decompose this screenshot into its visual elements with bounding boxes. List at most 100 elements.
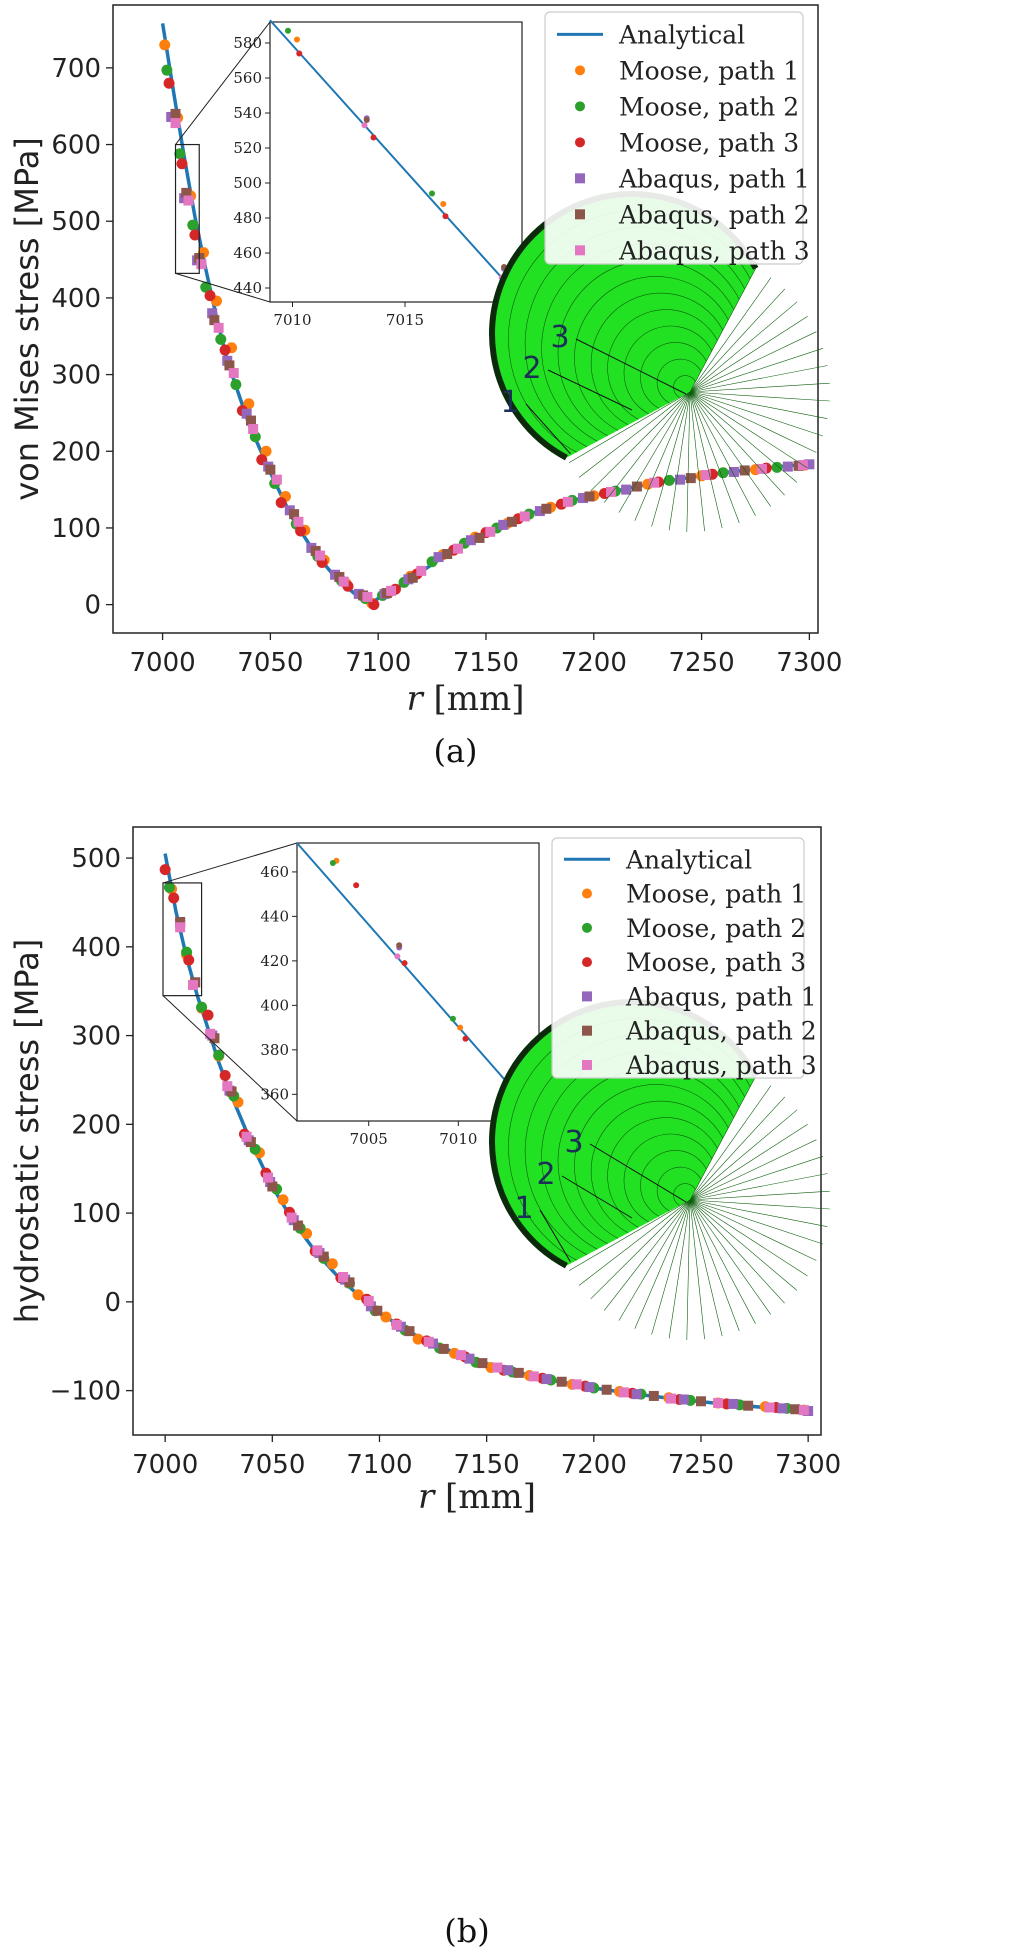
data-point-circle [159, 864, 171, 876]
mesh-grid-radial [689, 1190, 830, 1201]
legend-swatch-square [575, 209, 585, 220]
mesh-grid-radial [689, 391, 823, 437]
data-point-circle [204, 290, 216, 302]
y-tick-label: 600 [51, 131, 101, 161]
data-point-circle [176, 158, 188, 170]
data-point-square [648, 1390, 659, 1401]
x-tick-label: 7250 [668, 1450, 734, 1480]
data-point-square [181, 187, 192, 198]
mesh-grid-radial [689, 391, 740, 524]
data-point-square [578, 493, 588, 504]
zoom-connector-line [175, 21, 271, 145]
data-point-square [739, 465, 750, 476]
mesh-path-pointer [547, 369, 633, 411]
inset-data-point [440, 201, 447, 207]
mesh-grid-radial [689, 1109, 798, 1201]
inset-y-tick-label: 560 [233, 69, 262, 87]
legend-label: Abaqus, path 3 [625, 1051, 817, 1080]
x-tick-label: 7200 [561, 648, 627, 678]
x-tick-label: 7100 [346, 1450, 412, 1480]
zoom-region-box [174, 143, 200, 274]
data-point-square [571, 1379, 582, 1390]
legend-label: Abaqus, path 1 [625, 982, 817, 1011]
mesh-grid-radial [689, 391, 817, 453]
data-point-square [782, 461, 793, 472]
data-point-circle [213, 1049, 225, 1061]
legend-swatch-circle [575, 137, 585, 148]
data-point-square [391, 1319, 402, 1330]
data-point-circle [183, 954, 195, 966]
data-point-square [265, 464, 276, 475]
inset-y-tick-label: 420 [260, 952, 289, 970]
y-tick-label: 700 [51, 54, 101, 84]
legend-swatch-square [575, 245, 585, 256]
inset-y-tick-label: 520 [233, 139, 262, 157]
data-point-square [464, 1353, 475, 1364]
mesh-grid-radial [689, 1139, 817, 1201]
mesh-grid-arc [590, 292, 724, 426]
data-point-square [241, 1131, 252, 1142]
data-point-circle [196, 1001, 208, 1013]
mesh-path-pointer [575, 338, 687, 395]
data-point-circle [219, 344, 231, 356]
data-point-circle [163, 881, 175, 893]
inset-data-point [442, 213, 449, 220]
x-tick-label: 7300 [775, 1450, 841, 1480]
inset-y-tick-label: 380 [260, 1041, 289, 1059]
legend-label: Moose, path 3 [619, 128, 799, 157]
legend-label: Abaqus, path 2 [618, 200, 810, 229]
legend-swatch-circle [582, 922, 592, 933]
mesh-grid-radial [634, 1199, 691, 1329]
data-point-square [286, 1212, 297, 1223]
mesh-grid-radial [590, 1199, 691, 1300]
data-point-square [416, 565, 427, 576]
data-point-square [293, 1220, 304, 1231]
inset-data-point [449, 1015, 456, 1022]
panel-caption: (b) [444, 1912, 489, 1950]
data-point-circle [771, 461, 783, 473]
mesh-grid-radial [689, 1199, 808, 1277]
mesh-grid-radial [689, 1199, 823, 1245]
legend-label: Abaqus, path 1 [618, 164, 810, 193]
inset-y-tick-label: 440 [233, 279, 262, 297]
mesh-grid-radial [689, 1199, 785, 1304]
y-tick-label: 400 [71, 933, 121, 963]
mesh-grid-arc [607, 1117, 718, 1228]
mesh-grid-radial [689, 1199, 723, 1337]
inset-y-tick-label: 540 [233, 104, 262, 122]
inset-data-point [353, 882, 360, 889]
mesh-grid-radial [689, 391, 771, 507]
inset-data-point [401, 960, 408, 967]
inset-y-tick-label: 440 [260, 907, 289, 925]
mesh-path-pointer [525, 403, 571, 455]
data-point-square [528, 1371, 539, 1382]
mesh-grid-radial [590, 391, 691, 492]
data-point-circle [717, 467, 729, 479]
legend-swatch-square [582, 991, 592, 1002]
data-point-circle [275, 497, 287, 509]
x-axis-unit: [mm] [434, 1477, 536, 1517]
inset-y-tick-label: 580 [233, 34, 262, 52]
data-point-square [338, 576, 349, 587]
mesh-grid-radial [689, 268, 756, 393]
data-point-square [556, 1376, 567, 1387]
data-point-square [170, 108, 181, 119]
legend-label: Analytical [625, 845, 752, 874]
data-point-square [433, 552, 444, 563]
zoom-connector-line [162, 995, 298, 1122]
data-point-square [224, 360, 235, 371]
x-tick-label: 7300 [776, 648, 842, 678]
y-tick-label: 500 [51, 207, 101, 237]
data-point-square [601, 1384, 612, 1395]
data-point-circle [663, 474, 675, 486]
y-tick-label: 400 [51, 284, 101, 314]
data-point-square [312, 1245, 323, 1256]
plot-frame [112, 4, 819, 634]
mesh-grid-arc [640, 1150, 707, 1217]
y-tick-label: 200 [51, 437, 101, 467]
data-point-square [188, 979, 199, 990]
data-point-square [205, 1028, 216, 1039]
data-point-square [404, 1326, 415, 1337]
data-point-circle [295, 525, 307, 537]
legend-swatch-square [575, 173, 585, 184]
